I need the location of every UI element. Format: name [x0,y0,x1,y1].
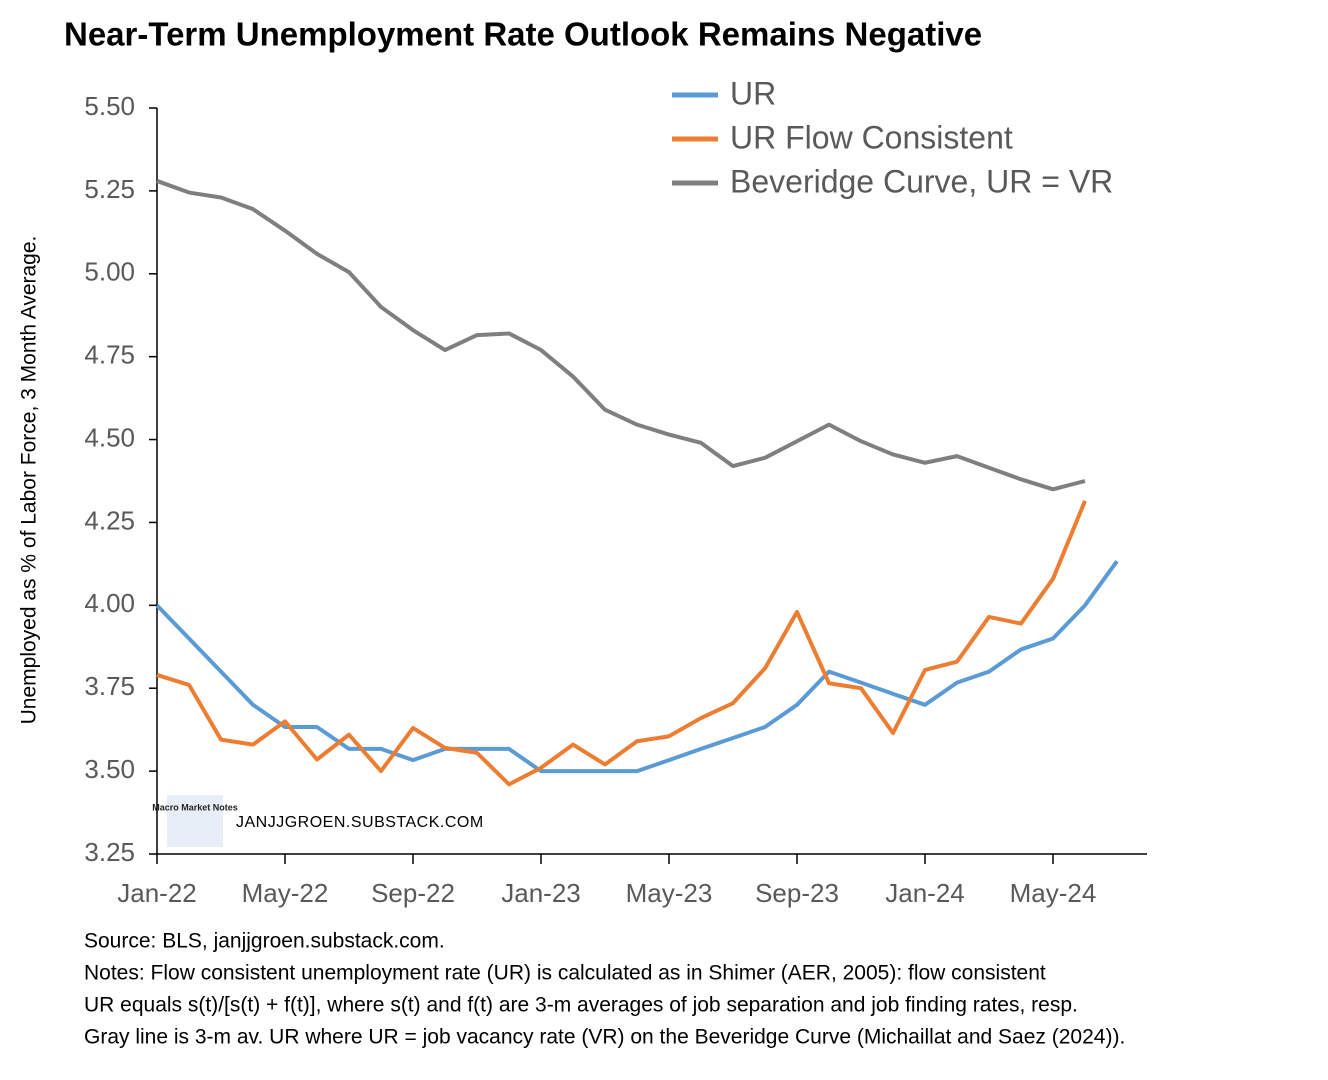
y-tick-label: 4.00 [84,588,135,618]
logo-text: Macro Market Notes [152,802,238,812]
x-tick-label: May-23 [626,878,713,908]
x-tick-label: May-22 [242,878,329,908]
y-tick-label: 3.75 [84,671,135,701]
x-tick-label: Jan-23 [501,878,581,908]
note: Notes: Flow consistent unemployment rate… [84,962,1046,985]
chart-title: Near-Term Unemployment Rate Outlook Rema… [64,16,982,53]
legend-label: Beveridge Curve, UR = VR [730,163,1113,199]
legend-label: UR [730,75,776,111]
y-tick-label: 4.75 [84,340,135,370]
y-tick-label: 5.00 [84,257,135,287]
legend-label: UR Flow Consistent [730,119,1013,155]
y-tick-label: 4.50 [84,422,135,452]
x-tick-label: Sep-22 [371,878,455,908]
note: UR equals s(t)/[s(t) + f(t)], where s(t)… [84,994,1078,1017]
y-tick-label: 4.25 [84,505,135,535]
series-line [156,500,1087,787]
x-tick-label: Sep-23 [755,878,839,908]
series-line [155,560,1119,774]
watermark: JANJJGROEN.SUBSTACK.COM [236,814,484,831]
series-line [156,179,1086,492]
y-tick-label: 3.50 [84,754,135,784]
y-axis-label: Unemployed as % of Labor Force, 3 Month … [18,236,41,725]
note: Gray line is 3-m av. UR where UR = job v… [84,1026,1125,1049]
note: Source: BLS, janjjgroen.substack.com. [84,930,445,953]
y-tick-label: 5.25 [84,174,135,204]
x-tick-label: Jan-24 [885,878,965,908]
x-tick-label: May-24 [1010,878,1097,908]
y-tick-label: 3.25 [84,837,135,867]
x-tick-label: Jan-22 [117,878,197,908]
logo [167,795,223,847]
y-tick-label: 5.50 [84,91,135,121]
